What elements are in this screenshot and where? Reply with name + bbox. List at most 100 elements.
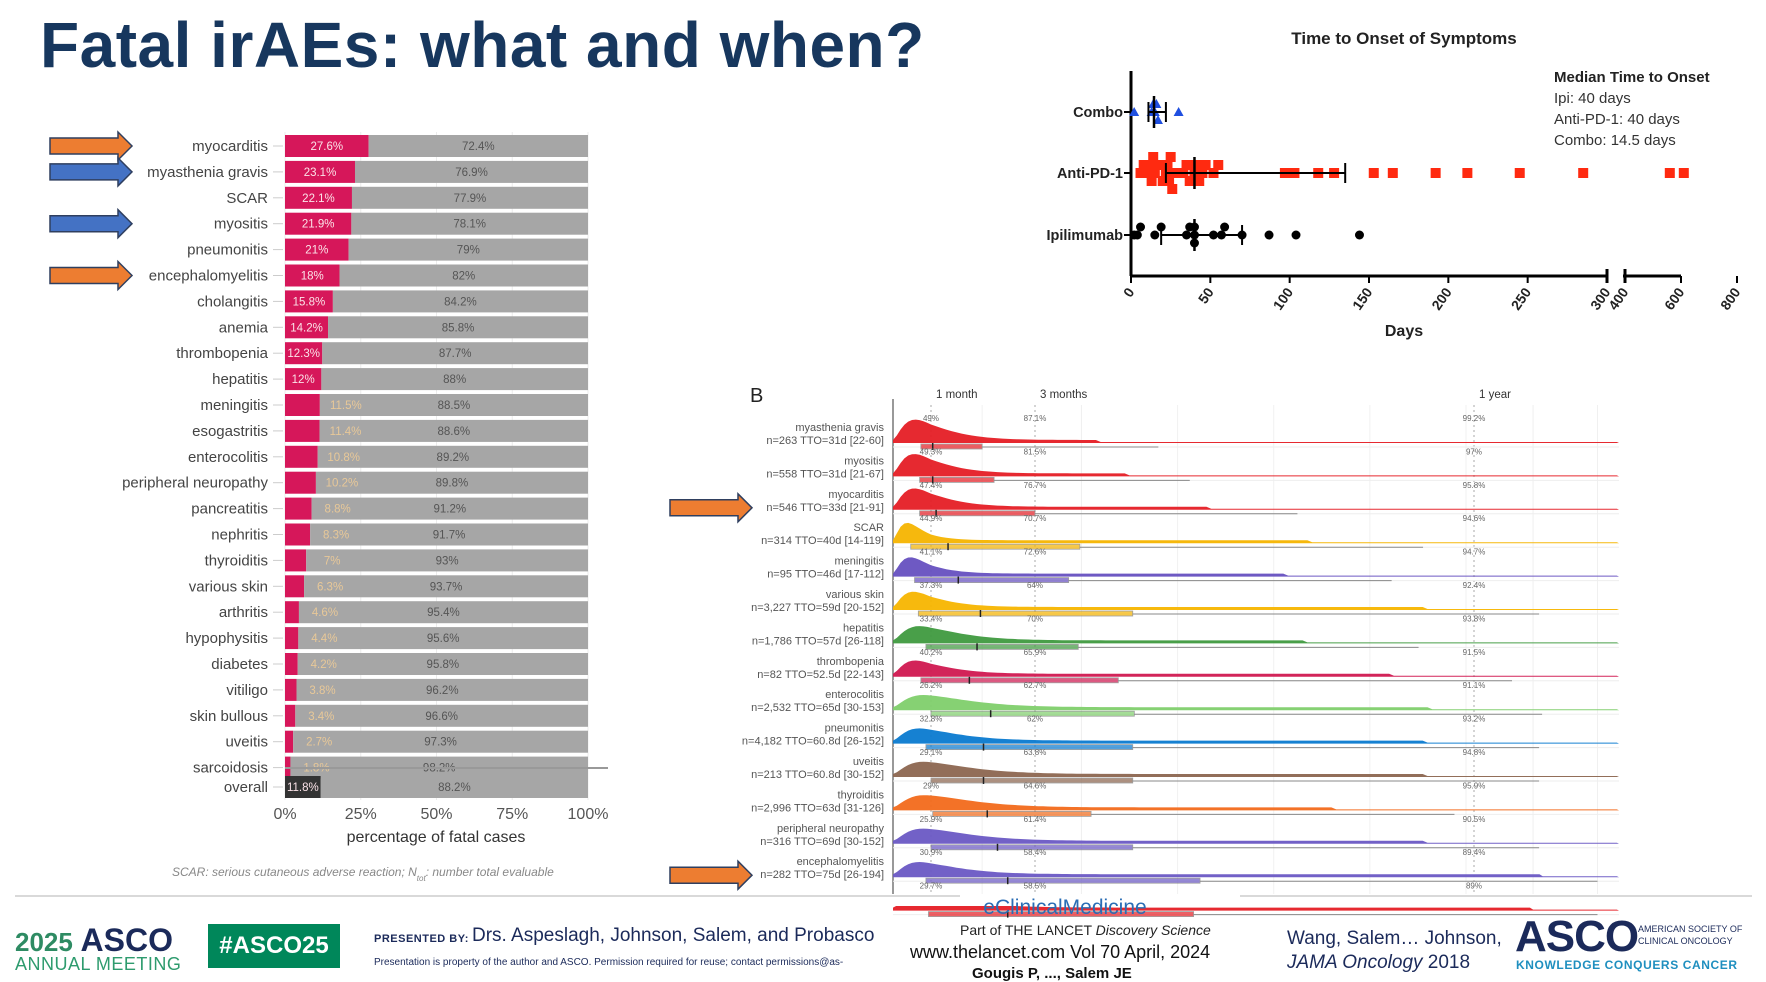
bar-nonfatal (351, 212, 588, 235)
bar-fatal-label: 11.5% (330, 400, 362, 412)
row-label: enterocolitis (825, 689, 884, 701)
bar-fatal (285, 316, 329, 339)
iqr-box (932, 811, 1092, 817)
bar-fatal-label: 4.2% (311, 659, 337, 671)
category-label: peripheral neuropathy (122, 475, 268, 492)
bar-fatal-label: 10.2% (326, 478, 359, 490)
data-point-square (1138, 160, 1149, 170)
row-label: thyroiditis (838, 789, 885, 801)
cumulative-percent-label: 30.9% (920, 848, 943, 857)
bar-nonfatal-label: 85.8% (442, 322, 475, 334)
cumulative-percent-label: 29.1% (920, 748, 943, 757)
density-ridge (893, 895, 1619, 911)
density-ridge (893, 795, 1619, 811)
data-point-square (1146, 176, 1157, 186)
bar-nonfatal-label: 88.5% (438, 400, 471, 412)
density-ridge (893, 419, 1619, 443)
footnote: SCAR: serious cutaneous adverse reaction… (172, 865, 554, 883)
fatality-bar-chart: myocarditis 27.6% 72.4% myasthenia gravis 23… (122, 132, 608, 883)
bar-fatal-label: 22.1% (302, 193, 335, 205)
cumulative-percent-label: 37.3% (920, 581, 943, 590)
cumulative-percent-label: 49% (923, 414, 939, 423)
bar-nonfatal (332, 290, 588, 313)
highlight-arrow-orange (669, 491, 754, 524)
journal-subtitle-italic: Discovery Science (1095, 922, 1211, 938)
bar-nonfatal (311, 497, 588, 520)
iqr-box (925, 877, 1201, 884)
cumulative-percent-label: 87.1% (1024, 414, 1047, 423)
density-ridge (893, 761, 1619, 777)
density-ridge (893, 828, 1619, 844)
bar-fatal (285, 419, 320, 442)
x-tick-label: 150 (1349, 284, 1376, 312)
bar-nonfatal-label: 77.9% (454, 193, 487, 205)
bar-fatal-label: 11.8% (287, 782, 319, 794)
density-ridge (893, 488, 1619, 510)
footer-divider (15, 895, 960, 897)
bar-fatal-label: 27.6% (311, 141, 344, 153)
bar-nonfatal (298, 627, 588, 650)
bar-fatal (285, 394, 320, 416)
bar-nonfatal (304, 575, 588, 598)
data-point-square (1141, 168, 1152, 178)
bar-fatal (285, 212, 352, 235)
journal-subtitle: Part of THE LANCET Discovery Science (960, 922, 1240, 938)
category-label: enterocolitis (188, 449, 268, 466)
bar-fatal-label: 2.7% (306, 737, 332, 749)
data-point-square (1164, 176, 1175, 186)
x-tick-label: 0% (273, 806, 296, 823)
cumulative-percent-label: 92.4% (1463, 581, 1486, 590)
time-to-onset-scatter: Time to Onset of Symptoms 0 50 100 150 200 250… (1046, 29, 1743, 340)
data-point-circle (1264, 230, 1274, 240)
highlight-arrow-orange (49, 259, 134, 292)
bar-nonfatal (321, 368, 588, 391)
journal-citation: www.thelancet.com Vol 70 April, 2024 (910, 942, 1211, 962)
bar-nonfatal-label: 88% (443, 374, 466, 386)
category-label: arthritis (219, 604, 268, 621)
y-category-label: Anti-PD-1 (1057, 166, 1123, 182)
bar-nonfatal-label: 89.2% (437, 452, 470, 464)
permission-notice: Presentation is property of the author a… (374, 957, 844, 968)
x-axis-label: Days (1385, 323, 1423, 340)
data-point-triangle (1173, 107, 1184, 116)
bar-fatal-label: 8.3% (323, 530, 349, 542)
data-point-square (1194, 176, 1205, 186)
data-point-circle (1136, 222, 1146, 232)
bar-nonfatal-label: 89.8% (436, 478, 469, 490)
bar-fatal (285, 497, 312, 520)
cumulative-percent-label: 91.5% (1463, 648, 1486, 657)
row-label: myocarditis (828, 489, 884, 501)
data-point-circle (1291, 230, 1301, 240)
data-point-square (1135, 168, 1146, 178)
density-ridge (893, 660, 1619, 677)
highlight-arrow-orange (669, 859, 754, 892)
data-point-square (1157, 176, 1168, 186)
reference-label: 3 months (1040, 389, 1088, 401)
annual-meeting-text: ANNUAL MEETING (15, 954, 182, 974)
data-point-square (1149, 168, 1160, 178)
y-category-label: Ipilimumab (1046, 228, 1123, 244)
bar-fatal (285, 290, 333, 313)
bar-nonfatal (310, 523, 588, 546)
bar-fatal (285, 653, 298, 675)
asco-logo: ASCO (1515, 912, 1639, 961)
data-point-square (1514, 168, 1525, 178)
logo-word: ASCO (80, 922, 173, 958)
data-point-square (1368, 168, 1379, 178)
bar-fatal (285, 627, 299, 650)
data-point-square (1184, 176, 1195, 186)
legend-title: Median Time to Onset (1554, 69, 1710, 86)
data-point-square (1664, 168, 1675, 178)
row-label: thrombopenia (817, 656, 885, 668)
bar-fatal-label: 18% (301, 271, 324, 283)
bar-fatal (285, 678, 297, 701)
bar-nonfatal-label: 76.9% (455, 167, 488, 179)
category-label: meningitis (200, 397, 268, 414)
data-point-square (1430, 168, 1441, 178)
row-stats: n=558 TTO=31d [21-67] (766, 468, 884, 480)
logo-year: 2025 (15, 927, 73, 957)
presented-by-label: PRESENTED BY: (374, 933, 469, 945)
data-point-triangle (1129, 107, 1140, 116)
legend-line: Anti-PD-1: 40 days (1554, 111, 1680, 128)
